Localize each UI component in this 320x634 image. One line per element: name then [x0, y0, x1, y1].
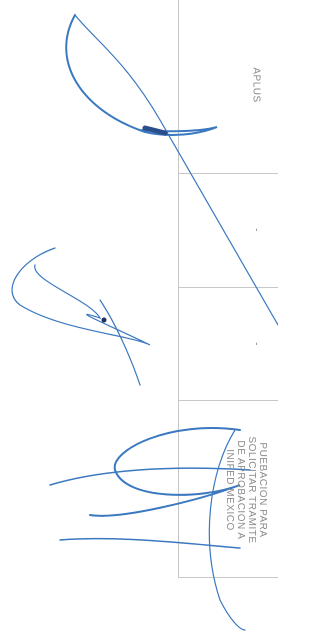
page: {"table": {"rows": [ {"text": "APLUS"}, … — [0, 0, 278, 634]
cell-line: PUEBACION PARA — [257, 436, 268, 543]
cell-text: - — [251, 342, 262, 346]
cell-line: SOLICITAR TRAMITE — [246, 436, 257, 543]
cell-line: INIFED MEXICO — [224, 436, 235, 543]
cell-line: DE APROBACION A — [235, 436, 246, 543]
cell-text-block: PUEBACION PARA SOLICITAR TRAMITE DE APRO… — [224, 436, 268, 543]
cell-text: APLUS — [251, 67, 262, 102]
cell-text: - — [251, 228, 262, 232]
